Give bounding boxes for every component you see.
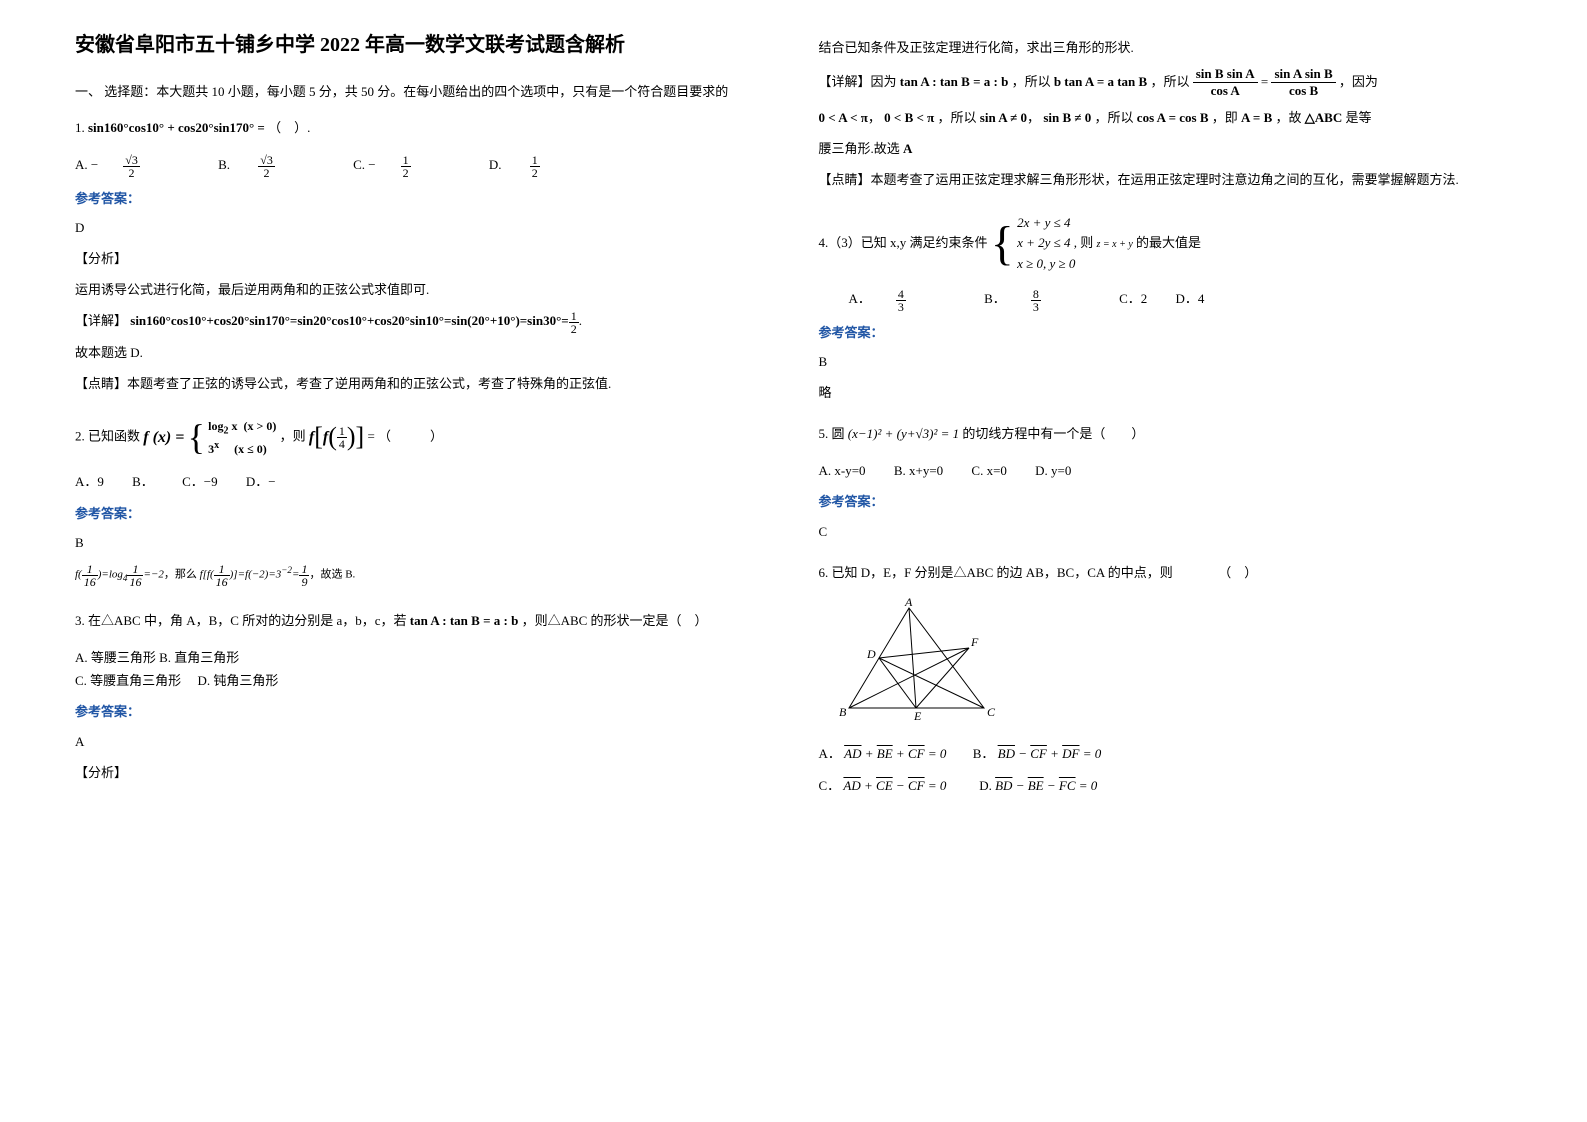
q1-detail: 【详解】 sin160°cos10°+cos20°sin170°=sin20°c… xyxy=(75,308,769,335)
q6: 6. 已知 D，E，F 分别是△ABC 的边 AB，BC，CA 的中点，则 （ … xyxy=(819,560,1513,586)
q5-ans: C xyxy=(819,519,1513,545)
q1: 1. sin160°cos10° + cos20°sin170° = （ ）. xyxy=(75,115,769,141)
q1-num: 1. xyxy=(75,120,88,135)
q3-ans: A xyxy=(75,729,769,755)
svg-text:F: F xyxy=(970,635,979,649)
q6-triangle-figure: A B C D E F xyxy=(819,598,999,728)
q1-ans: D xyxy=(75,215,769,241)
q5-answer-label: 参考答案： xyxy=(819,490,1513,513)
q3-conclusion: 腰三角形.故选 A xyxy=(819,136,1513,162)
q3-detail: 【详解】因为 tan A : tan B = a : b ，所以 b tan A… xyxy=(819,66,1513,100)
q2-opt-a: A．9 xyxy=(75,474,104,489)
q1-opt-d: D. 12 xyxy=(489,157,590,172)
svg-text:B: B xyxy=(839,705,847,719)
q4-opt-d: D．4 xyxy=(1175,291,1204,306)
q1-stem: sin160°cos10° + cos20°sin170° = xyxy=(88,120,265,135)
q3-answer-label: 参考答案： xyxy=(75,700,769,723)
q3-opt-d: D. 钝角三角形 xyxy=(197,673,278,688)
page-title: 安徽省阜阳市五十铺乡中学 2022 年高一数学文联考试题含解析 xyxy=(75,30,769,60)
svg-text:A: A xyxy=(904,598,913,609)
q3-point: 【点睛】本题考查了运用正弦定理求解三角形形状，在运用正弦定理时注意边角之间的互化… xyxy=(819,167,1513,193)
q1-analysis: 运用诱导公式进行化简，最后逆用两角和的正弦公式求值即可. xyxy=(75,277,769,303)
q3-line2: 0 < A < π， 0 < B < π ，所以 sin A ≠ 0， sin … xyxy=(819,105,1513,131)
q1-opt-c: C. −12 xyxy=(353,157,461,172)
q6-opt-d: D. BD − BE − FC = 0⃗ xyxy=(979,778,1107,793)
svg-text:C: C xyxy=(987,705,996,719)
q4-opt-c: C．2 xyxy=(1119,291,1147,306)
q3-analysis: 结合已知条件及正弦定理进行化简，求出三角形的形状. xyxy=(819,35,1513,61)
q2-opt-b: B． xyxy=(132,474,154,489)
q6-opt-a: A． AD + BE + CF = 0⃗ xyxy=(819,746,957,761)
q6-opt-b: B． BD − CF + DF = 0⃗ xyxy=(973,746,1112,761)
svg-text:E: E xyxy=(913,709,922,723)
q5-opt-a: A. x-y=0 xyxy=(819,463,866,478)
q3-options: A. 等腰三角形 B. 直角三角形 C. 等腰直角三角形 D. 钝角三角形 xyxy=(75,646,769,693)
q1-analysis-label: 【分析】 xyxy=(75,246,769,272)
q2-ans: B xyxy=(75,530,769,556)
q4-note: 略 xyxy=(819,380,1513,406)
q5-opt-b: B. x+y=0 xyxy=(894,463,943,478)
q4-options: A．43 B．83 C．2 D．4 xyxy=(849,287,1513,313)
q4-ans: B xyxy=(819,349,1513,375)
q2-opt-c: C．−9 xyxy=(182,474,218,489)
q2-func: f (x) = xyxy=(143,422,184,454)
section-header: 一、 选择题：本大题共 10 小题，每小题 5 分，共 50 分。在每小题给出的… xyxy=(75,80,769,103)
q2: 2. 已知函数 f (x) = { log2 x (x > 0) 3x (x ≤… xyxy=(75,417,769,458)
q4-answer-label: 参考答案： xyxy=(819,321,1513,344)
q5: 5. 圆 (x−1)² + (y+√3)² = 1 的切线方程中有一个是（ ） xyxy=(819,421,1513,447)
q5-opt-c: C. x=0 xyxy=(971,463,1007,478)
q3-opt-b: B. 直角三角形 xyxy=(159,650,239,665)
q4-opt-a: A．43 xyxy=(849,291,956,306)
left-column: 安徽省阜阳市五十铺乡中学 2022 年高一数学文联考试题含解析 一、 选择题：本… xyxy=(50,30,794,1092)
q1-options: A. −√32 B. √32 C. −12 D. 12 xyxy=(75,153,769,179)
q1-conclusion: 故本题选 D. xyxy=(75,340,769,366)
q6-opt-c: C． AD + CE − CF = 0⃗ xyxy=(819,778,957,793)
q3-opt-a: A. 等腰三角形 xyxy=(75,650,156,665)
q4-opt-b: B．83 xyxy=(984,291,1091,306)
q5-opt-d: D. y=0 xyxy=(1035,463,1071,478)
q2-answer-label: 参考答案： xyxy=(75,502,769,525)
q6-options: A． AD + BE + CF = 0⃗ B． BD − CF + DF = 0… xyxy=(819,738,1513,803)
q2-detail: f(116)=log4116=−2，那么 f[f(116)]=f(−2)=3−2… xyxy=(75,561,769,588)
q1-point: 【点睛】本题考查了正弦的诱导公式，考查了逆用两角和的正弦公式，考查了特殊角的正弦… xyxy=(75,371,769,397)
q3-opt-c: C. 等腰直角三角形 xyxy=(75,673,181,688)
q1-paren: （ ）. xyxy=(268,120,310,135)
q2-opt-d: D．− xyxy=(246,474,276,489)
svg-text:D: D xyxy=(866,647,876,661)
q3-analysis-label: 【分析】 xyxy=(75,760,769,786)
right-column: 结合已知条件及正弦定理进行化简，求出三角形的形状. 【详解】因为 tan A :… xyxy=(794,30,1538,1092)
q1-opt-a: A. −√32 xyxy=(75,157,190,172)
q1-opt-b: B. √32 xyxy=(218,157,325,172)
q4: 4.（3）已知 x,y 满足约束条件 { 2x + y ≤ 4 x + 2y ≤… xyxy=(819,213,1513,275)
q2-options: A．9 B． C．−9 D．− xyxy=(75,470,769,493)
q1-answer-label: 参考答案： xyxy=(75,187,769,210)
q5-options: A. x-y=0 B. x+y=0 C. x=0 D. y=0 xyxy=(819,459,1513,482)
q3: 3. 在△ABC 中，角 A，B，C 所对的边分别是 a，b，c，若 tan A… xyxy=(75,608,769,634)
